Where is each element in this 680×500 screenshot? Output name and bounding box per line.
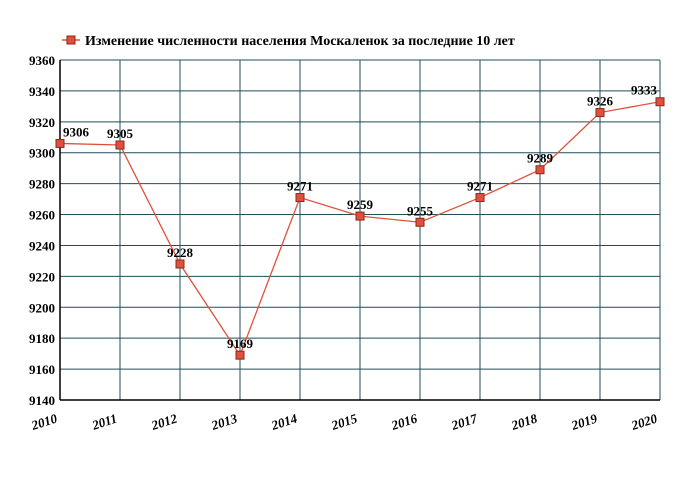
data-point-marker: [355, 211, 365, 221]
data-point-marker: [535, 165, 545, 175]
x-tick-label: 2014: [269, 410, 300, 433]
y-tick-label: 9160: [29, 362, 55, 377]
y-tick-label: 9260: [29, 208, 55, 223]
legend-marker: [66, 35, 76, 45]
data-point-marker: [415, 217, 425, 227]
data-label: 9305: [107, 126, 134, 141]
y-tick-label: 9200: [29, 300, 55, 315]
x-tick-label: 2015: [329, 410, 360, 433]
data-point-marker: [115, 140, 125, 150]
data-point-marker: [295, 193, 305, 203]
data-point-marker: [655, 97, 665, 107]
x-tick-label: 2020: [629, 410, 660, 433]
series-points: [55, 97, 665, 360]
y-tick-label: 9220: [29, 269, 55, 284]
data-label: 9333: [631, 83, 658, 98]
data-point-marker: [235, 350, 245, 360]
y-tick-label: 9180: [29, 331, 55, 346]
data-label: 9271: [287, 179, 313, 194]
x-axis-tick-labels: 2010 2011 2012 2013 2014 2015 2016 2017 2018 2019…: [29, 410, 660, 433]
x-tick-label: 2013: [209, 410, 240, 433]
data-label: 9228: [167, 245, 194, 260]
x-tick-label: 2016: [389, 410, 420, 433]
data-label: 9306: [63, 124, 90, 139]
y-tick-label: 9340: [29, 84, 55, 99]
x-tick-label: 2017: [449, 410, 480, 433]
data-label: 9289: [527, 151, 554, 166]
grid: [59, 59, 661, 401]
y-tick-label: 9140: [29, 393, 55, 408]
x-tick-label: 2010: [29, 410, 60, 433]
y-tick-label: 9300: [29, 146, 55, 161]
y-tick-label: 9320: [29, 115, 55, 130]
y-tick-label: 9280: [29, 177, 55, 192]
x-tick-label: 2012: [149, 410, 180, 433]
data-label: 9259: [347, 197, 374, 212]
data-point-marker: [475, 193, 485, 203]
x-tick-label: 2019: [569, 410, 600, 433]
axes: [59, 60, 660, 401]
data-label: 9271: [467, 179, 493, 194]
y-axis-tick-labels: 9140 9160 9180 9200 9220 9240 9260 9280 9300 9320…: [29, 53, 55, 408]
x-tick-label: 2011: [89, 411, 119, 433]
data-point-marker: [175, 259, 185, 269]
data-label: 9169: [227, 336, 254, 351]
legend-label: Изменение численности населения Москален…: [85, 34, 515, 49]
y-tick-label: 9360: [29, 53, 55, 68]
data-point-marker: [55, 138, 65, 148]
data-labels: 9306 9305 9228 9169 9271 9259 9255 9271 9289 9326…: [63, 83, 658, 351]
x-tick-label: 2018: [509, 410, 540, 433]
data-label: 9326: [587, 94, 614, 109]
data-point-marker: [595, 108, 605, 118]
data-label: 9255: [407, 203, 434, 218]
legend: Изменение численности населения Москален…: [62, 34, 515, 49]
y-tick-label: 9240: [29, 238, 55, 253]
